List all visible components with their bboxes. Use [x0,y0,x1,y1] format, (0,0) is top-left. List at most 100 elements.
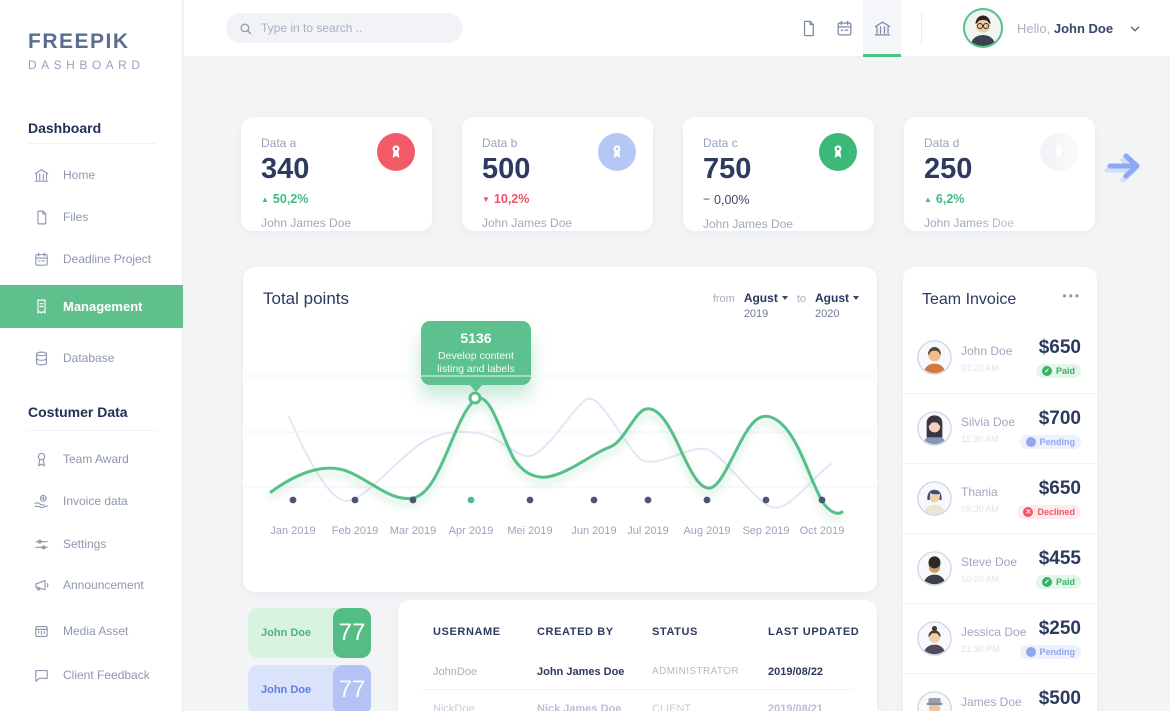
sidebar-item-home[interactable]: Home [0,162,183,188]
axis-label: Mei 2019 [507,525,553,537]
mini-name: John Doe [261,627,312,639]
mini-card-john-doe-blue[interactable]: John Doe 77 [248,665,371,711]
sidebar-item-label: Database [63,351,115,365]
cell-status: ADMINISTRATOR [652,666,740,677]
medal-icon [819,133,857,171]
search-bar[interactable] [226,13,463,43]
invoice-row[interactable]: Jessica Doe 21:30 PM $250 Pending [903,603,1097,673]
invoice-time: 09:30 AM [961,504,1000,514]
sidebar-item-invoice-data[interactable]: Invoice data [0,488,183,514]
invoice-row[interactable]: James Doe $500 [903,673,1097,711]
sidebar-item-label: Deadline Project [63,252,152,266]
sidebar-item-team-award[interactable]: Team Award [0,446,183,472]
sidebar-item-management[interactable]: Management [0,285,183,328]
minus-icon: − [703,192,711,206]
topbar-calendar-button[interactable] [825,0,863,57]
from-year: 2019 [743,308,769,320]
tooltip-line2: listing and labels [437,363,515,375]
invoice-row[interactable]: John Doe 07:20 AM $650 Paid [903,323,1097,393]
invoice-row[interactable]: Steve Doe 10:20 AM $455 Paid [903,533,1097,603]
invoice-time: 07:20 AM [961,363,1000,373]
invoice-name: Steve Doe [961,555,1018,569]
invoice-row[interactable]: Silvia Doe 11:30 AM $700 Pending [903,393,1097,463]
stat-card-data-b: Data b 500 ▼ 10,2% John James Doe [462,117,653,231]
files-icon [803,20,814,37]
search-input[interactable] [261,21,431,35]
chart-title: Total points [263,289,349,308]
cell-username: NickDoe [433,703,475,711]
sidebar-item-files[interactable]: Files [0,204,183,230]
sidebar-item-database[interactable]: Team Award Database [0,345,183,371]
invoice-time: 10:20 AM [961,574,1000,584]
to-select[interactable]: Agust 2020 [815,291,859,320]
sidebar-item-announcement[interactable]: Announcement [0,572,183,598]
avatar [917,411,952,446]
invoice-time: 11:30 AM [961,434,999,444]
axis-label: Sep 2019 [742,525,790,537]
sidebar-item-label: Invoice data [63,494,128,508]
invoice-icon [34,494,49,508]
sidebar-item-settings[interactable]: Settings [0,531,183,557]
from-label: from [712,293,735,305]
stat-value: 500 [482,153,531,185]
sidebar-item-media-asset[interactable]: Media Asset [0,618,183,644]
mini-score: 77 [333,608,371,658]
topbar-bank-button[interactable] [863,0,901,57]
check-icon [1041,366,1052,376]
total-points-panel: Total points from Agust 2019 to Agust 20… [243,267,877,592]
from-select[interactable]: Agust 2019 [744,291,788,320]
up-arrow-icon: ▲ [924,195,932,204]
down-arrow-icon: ▼ [482,195,490,204]
stat-delta: ▼ 10,2% [482,192,530,206]
medal-icon [377,133,415,171]
dot-icon [1025,437,1036,447]
date-range-picker: from Agust 2019 to Agust 2020 [712,291,859,320]
invoice-amount: $700 [1038,408,1081,429]
invoice-name: John Doe [961,344,1013,358]
username: John Doe [1053,21,1114,36]
user-avatar[interactable] [963,8,1003,48]
medal-icon [598,133,636,171]
stat-card-data-a: Data a 340 ▲ 50,2% John James Doe [241,117,432,231]
line-chart [243,375,877,515]
stat-label: Data c [703,136,738,150]
sidebar-item-label: Media Asset [63,624,129,638]
sidebar-item-label: Files [63,210,89,224]
next-arrow-button[interactable] [1104,150,1150,186]
media-icon [35,625,48,637]
mini-card-john-doe-green[interactable]: John Doe 77 [248,608,371,658]
column-header: USERNAME [433,626,501,638]
users-table-panel: USERNAME CREATED BY STATUS LAST UPDATED … [398,600,877,711]
chevron-down-icon[interactable] [1128,22,1142,36]
status-badge: Declined [1017,505,1081,519]
avatar [917,621,952,656]
more-menu-icon[interactable]: ••• [1062,289,1081,303]
status-badge: Paid [1035,575,1081,589]
search-icon [240,23,252,34]
avatar [963,8,1003,48]
dot-icon [1025,647,1036,657]
panel-title: Team Invoice [922,291,1017,308]
to-year: 2020 [815,308,840,320]
avatar [917,691,952,711]
invoice-amount: $650 [1038,478,1081,499]
chart-tooltip: 5136 Develop content listing and labels [421,321,531,385]
invoice-row[interactable]: Thania 09:30 AM $650 Declined [903,463,1097,533]
cell-last-updated: 2019/08/22 [768,666,824,678]
to-label: to [796,293,806,305]
column-header: LAST UPDATED [768,626,860,638]
highlight-marker [468,391,482,405]
axis-label: Apr 2019 [448,525,494,537]
stat-card-data-c: Data c 750 −0,00% John James Doe [683,117,874,231]
sidebar-section-costumer-data: Costumer Data [28,404,128,420]
axis-label: Mar 2019 [389,525,437,537]
check-icon [1041,577,1052,587]
settings-icon [35,539,48,549]
invoice-name: Jessica Doe [961,625,1027,639]
user-menu[interactable]: Hello, John Doe [1017,21,1113,36]
topbar-files-button[interactable] [789,0,827,57]
sidebar-item-deadline-project[interactable]: Deadline Project [0,246,183,272]
up-arrow-icon: ▲ [261,195,269,204]
stat-person: John James Doe [261,216,352,230]
sidebar-item-client-feedback[interactable]: Client Feedback [0,662,183,688]
